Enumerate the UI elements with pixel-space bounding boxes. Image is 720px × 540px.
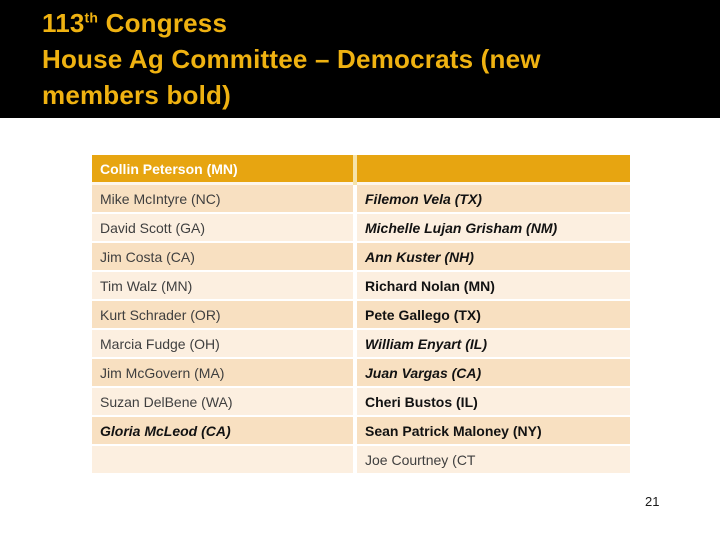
member-cell: Marcia Fudge (OH) bbox=[92, 329, 357, 359]
title-line2: House Ag Committee – Democrats (new bbox=[42, 44, 541, 74]
congress-number: 113 bbox=[42, 8, 85, 38]
slide-title: 113th Congress House Ag Committee – Demo… bbox=[42, 5, 682, 113]
table-row: Jim Costa (CA) Ann Kuster (NH) bbox=[92, 242, 630, 272]
member-cell: Jim McGovern (MA) bbox=[92, 358, 357, 388]
member-cell: Cheri Bustos (IL) bbox=[355, 387, 630, 417]
table-row: David Scott (GA) Michelle Lujan Grisham … bbox=[92, 213, 630, 243]
member-cell: Gloria McLeod (CA) bbox=[92, 416, 357, 446]
table-row: Suzan DelBene (WA) Cheri Bustos (IL) bbox=[92, 387, 630, 417]
member-cell: Suzan DelBene (WA) bbox=[92, 387, 357, 417]
table-header-cell-empty bbox=[355, 155, 630, 185]
roster-table-wrap: Collin Peterson (MN) Mike McIntyre (NC) … bbox=[92, 155, 630, 475]
title-line1-rest: Congress bbox=[98, 8, 228, 38]
member-cell: Sean Patrick Maloney (NY) bbox=[355, 416, 630, 446]
member-cell: Michelle Lujan Grisham (NM) bbox=[355, 213, 630, 243]
member-cell: Tim Walz (MN) bbox=[92, 271, 357, 301]
table-row: Kurt Schrader (OR) Pete Gallego (TX) bbox=[92, 300, 630, 330]
member-cell bbox=[92, 445, 357, 475]
member-cell: Joe Courtney (CT bbox=[355, 445, 630, 475]
member-cell: Ann Kuster (NH) bbox=[355, 242, 630, 272]
member-cell: Kurt Schrader (OR) bbox=[92, 300, 357, 330]
title-banner: 113th Congress House Ag Committee – Demo… bbox=[0, 0, 720, 118]
roster-table: Collin Peterson (MN) Mike McIntyre (NC) … bbox=[92, 155, 630, 475]
table-row: Mike McIntyre (NC) Filemon Vela (TX) bbox=[92, 183, 630, 214]
title-line1: 113th Congress bbox=[42, 8, 227, 38]
table-row: Marcia Fudge (OH) William Enyart (IL) bbox=[92, 329, 630, 359]
member-cell: Pete Gallego (TX) bbox=[355, 300, 630, 330]
member-cell: William Enyart (IL) bbox=[355, 329, 630, 359]
table-row: Jim McGovern (MA) Juan Vargas (CA) bbox=[92, 358, 630, 388]
slide-page-number: 21 bbox=[645, 494, 660, 509]
table-row: Tim Walz (MN) Richard Nolan (MN) bbox=[92, 271, 630, 301]
title-line3: members bold) bbox=[42, 80, 231, 110]
table-header-row: Collin Peterson (MN) bbox=[92, 155, 630, 185]
table-header-cell-chair: Collin Peterson (MN) bbox=[92, 155, 357, 185]
member-cell: Jim Costa (CA) bbox=[92, 242, 357, 272]
ordinal-superscript: th bbox=[84, 9, 99, 26]
member-cell: Richard Nolan (MN) bbox=[355, 271, 630, 301]
member-cell: Filemon Vela (TX) bbox=[355, 183, 630, 214]
member-cell: Juan Vargas (CA) bbox=[355, 358, 630, 388]
table-row: Gloria McLeod (CA) Sean Patrick Maloney … bbox=[92, 416, 630, 446]
table-row: Joe Courtney (CT bbox=[92, 445, 630, 475]
member-cell: David Scott (GA) bbox=[92, 213, 357, 243]
member-cell: Mike McIntyre (NC) bbox=[92, 183, 357, 214]
